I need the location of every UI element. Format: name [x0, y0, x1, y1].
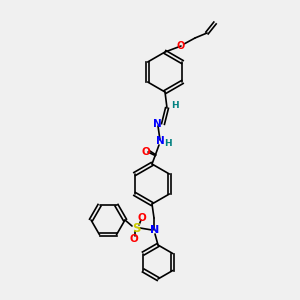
Text: O: O	[138, 213, 146, 223]
Text: S: S	[132, 221, 140, 235]
Text: H: H	[164, 139, 172, 148]
Text: H: H	[171, 101, 179, 110]
Text: N: N	[156, 136, 164, 146]
Text: O: O	[177, 41, 185, 51]
Text: O: O	[130, 234, 138, 244]
Text: N: N	[150, 225, 160, 235]
Text: N: N	[153, 119, 161, 129]
Text: O: O	[142, 147, 150, 157]
